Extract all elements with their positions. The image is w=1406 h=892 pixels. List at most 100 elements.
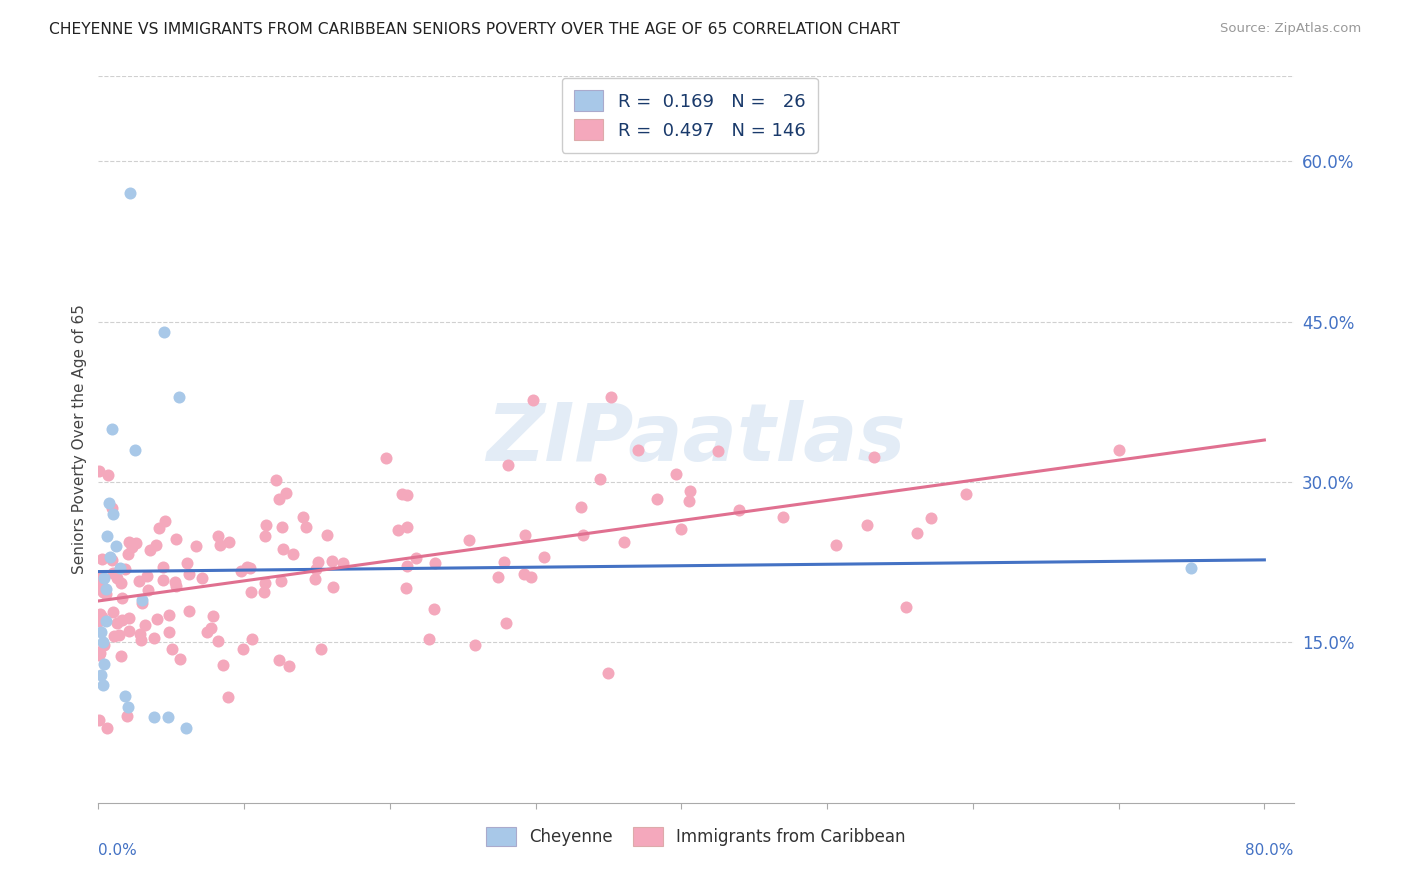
Point <box>94 587 117 601</box>
Point <box>131 596 153 610</box>
Point <box>229 564 252 578</box>
Point <box>166 578 188 592</box>
Point <box>87 464 110 478</box>
Point <box>87 645 110 659</box>
Point <box>93 657 115 671</box>
Point <box>772 510 794 524</box>
Point <box>391 487 413 501</box>
Point <box>91 635 114 649</box>
Point <box>124 442 146 457</box>
Point <box>129 632 152 647</box>
Point <box>512 566 534 581</box>
Point <box>129 627 152 641</box>
Point <box>157 625 180 640</box>
Point <box>273 542 295 557</box>
Point <box>165 574 187 589</box>
Point <box>105 616 128 631</box>
Point <box>152 573 174 587</box>
Point <box>101 507 124 521</box>
Point <box>94 614 117 628</box>
Point <box>374 450 396 465</box>
Point <box>522 392 544 407</box>
Point <box>135 569 157 583</box>
Point <box>110 560 132 574</box>
Point <box>211 658 233 673</box>
Point <box>239 560 262 574</box>
Point <box>91 609 114 624</box>
Point <box>894 599 917 614</box>
Point <box>264 474 287 488</box>
Point <box>90 552 112 566</box>
Point <box>208 538 231 552</box>
Point <box>572 528 595 542</box>
Point <box>292 509 315 524</box>
Point <box>856 517 879 532</box>
Point <box>96 528 118 542</box>
Point <box>920 510 942 524</box>
Point <box>599 390 621 404</box>
Point <box>111 614 134 628</box>
Point <box>117 709 139 723</box>
Point <box>118 624 141 639</box>
Point <box>176 556 198 570</box>
Point <box>270 574 292 588</box>
Point <box>589 472 612 486</box>
Point <box>492 555 515 569</box>
Point <box>278 659 301 673</box>
Point <box>165 532 187 546</box>
Point <box>207 633 229 648</box>
Point <box>167 390 190 404</box>
Point <box>905 525 928 540</box>
Point <box>425 556 447 570</box>
Point <box>254 529 277 543</box>
Point <box>93 571 115 585</box>
Point <box>498 458 520 472</box>
Point <box>125 536 148 550</box>
Point <box>157 710 180 724</box>
Point <box>395 581 418 595</box>
Point <box>138 543 160 558</box>
Point <box>145 538 167 552</box>
Point <box>825 538 848 552</box>
Point <box>174 721 197 735</box>
Point <box>93 639 115 653</box>
Point <box>707 443 730 458</box>
Point <box>117 699 139 714</box>
Point <box>91 678 114 692</box>
Point <box>89 646 111 660</box>
Legend: Cheyenne, Immigrants from Caribbean: Cheyenne, Immigrants from Caribbean <box>479 820 912 853</box>
Point <box>201 609 224 624</box>
Point <box>114 689 136 703</box>
Point <box>117 548 139 562</box>
Point <box>242 632 264 646</box>
Point <box>177 567 200 582</box>
Text: 80.0%: 80.0% <box>1246 843 1294 858</box>
Point <box>316 528 339 542</box>
Point <box>110 648 132 663</box>
Point <box>142 710 165 724</box>
Point <box>240 585 263 599</box>
Point <box>571 500 593 514</box>
Point <box>118 611 141 625</box>
Point <box>519 570 541 584</box>
Point <box>100 422 122 436</box>
Point <box>217 690 239 704</box>
Point <box>87 571 110 585</box>
Point <box>89 607 111 621</box>
Point <box>307 555 329 569</box>
Point <box>87 648 110 662</box>
Point <box>97 496 120 510</box>
Point <box>91 584 114 599</box>
Point <box>457 533 479 547</box>
Point <box>94 582 117 596</box>
Point <box>207 529 229 543</box>
Point <box>186 539 208 553</box>
Point <box>98 549 121 564</box>
Point <box>396 520 419 534</box>
Point <box>97 468 120 483</box>
Point <box>396 488 419 502</box>
Point <box>955 487 977 501</box>
Point <box>114 562 136 576</box>
Point <box>90 624 112 639</box>
Point <box>295 520 318 534</box>
